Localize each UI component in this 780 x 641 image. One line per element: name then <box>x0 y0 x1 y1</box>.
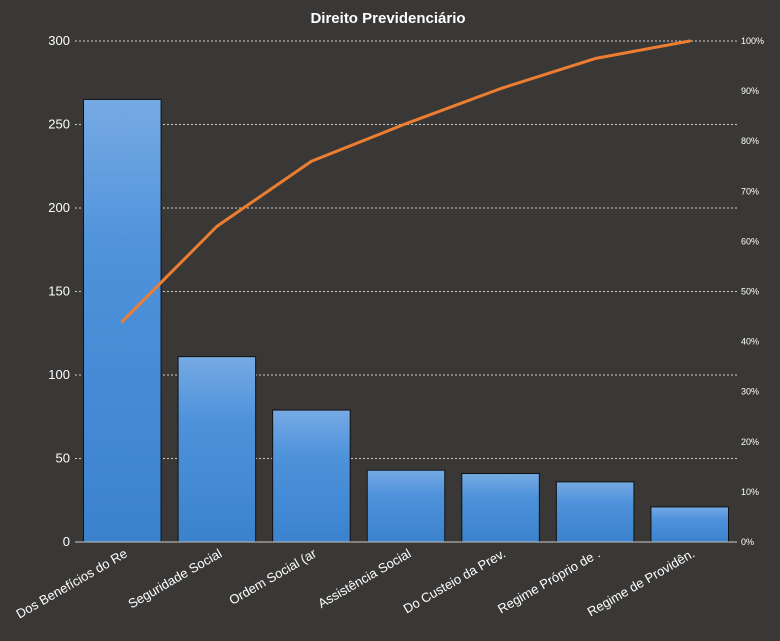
y2-tick-label: 60% <box>741 236 759 246</box>
bars <box>83 98 729 543</box>
y-tick-label: 100 <box>48 367 70 382</box>
bar <box>650 506 729 543</box>
y-tick-label: 200 <box>48 200 70 215</box>
y-axis-right-ticks: 0% 10% 20% 30% 40% 50% 60% 70% 80% 90% 100% <box>741 36 764 547</box>
bar <box>461 473 540 543</box>
y-tick-label: 0 <box>63 534 70 549</box>
y-tick-label: 150 <box>48 284 70 299</box>
bar <box>555 481 635 543</box>
y-tick-label: 300 <box>48 33 70 48</box>
x-tick-label: Assistência Social <box>315 546 413 611</box>
x-tick-label: Do Custeio da Prev. <box>401 546 508 617</box>
y2-tick-label: 0% <box>741 537 754 547</box>
y2-tick-label: 100% <box>741 36 764 46</box>
x-tick-label: Seguridade Social <box>125 546 224 612</box>
y2-tick-label: 50% <box>741 287 759 297</box>
y2-tick-label: 40% <box>741 337 759 347</box>
y-axis-left-ticks: 0 50 100 150 200 250 300 <box>48 33 70 549</box>
y-tick-label: 50 <box>56 451 70 466</box>
y2-tick-label: 10% <box>741 487 759 497</box>
chart-title: Direito Previdenciário <box>310 10 465 27</box>
y2-tick-label: 80% <box>741 136 759 146</box>
y2-tick-label: 30% <box>741 387 759 397</box>
y2-tick-label: 90% <box>741 86 759 96</box>
y2-tick-label: 70% <box>741 186 759 196</box>
y-tick-label: 250 <box>48 117 70 132</box>
bar <box>366 469 446 543</box>
bar <box>177 356 257 543</box>
x-tick-label: Ordem Social (ar <box>226 545 319 607</box>
y2-tick-label: 20% <box>741 437 759 447</box>
gridlines <box>75 40 737 459</box>
x-tick-label: Dos Benefícios do Re <box>13 546 129 622</box>
bar <box>272 409 351 543</box>
cumulative-line <box>120 39 692 324</box>
